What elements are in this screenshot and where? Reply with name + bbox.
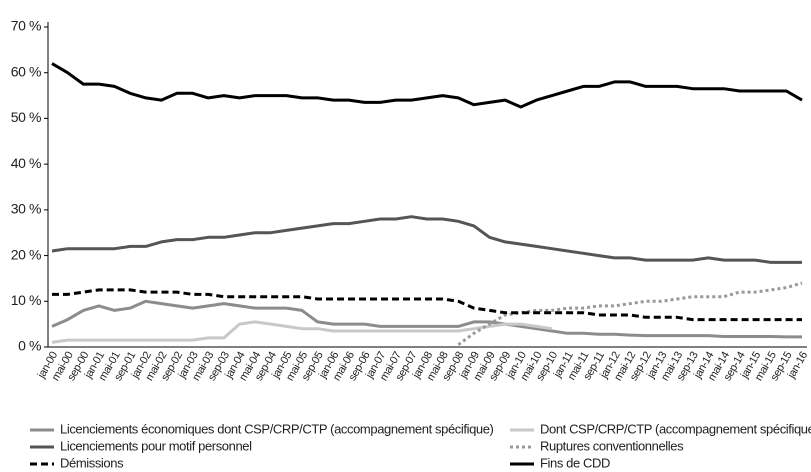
y-tick-label: 20 % xyxy=(11,246,41,262)
y-tick-label: 30 % xyxy=(11,201,41,217)
y-tick-label: 10 % xyxy=(11,292,41,308)
series-line xyxy=(51,320,553,344)
legend-label: Fins de CDD xyxy=(540,455,610,470)
y-tick-label: 50 % xyxy=(11,109,41,125)
y-tick-label: 60 % xyxy=(11,63,41,79)
series-line xyxy=(52,288,802,322)
series-line xyxy=(51,62,803,109)
y-tick-label: 70 % xyxy=(11,18,41,34)
y-tick-label: 0 % xyxy=(18,338,41,354)
legend-label: Dont CSP/CRP/CTP (accompagnement spécifi… xyxy=(540,421,811,436)
series-line xyxy=(51,215,802,264)
legend-label: Licenciements économiques dont CSP/CRP/C… xyxy=(60,421,494,436)
y-tick-label: 40 % xyxy=(11,155,41,171)
legend-label: Démissions xyxy=(60,455,124,470)
series-line xyxy=(51,299,802,339)
legend-label: Ruptures conventionnelles xyxy=(540,438,684,453)
legend-label: Licenciements pour motif personnel xyxy=(60,438,252,453)
